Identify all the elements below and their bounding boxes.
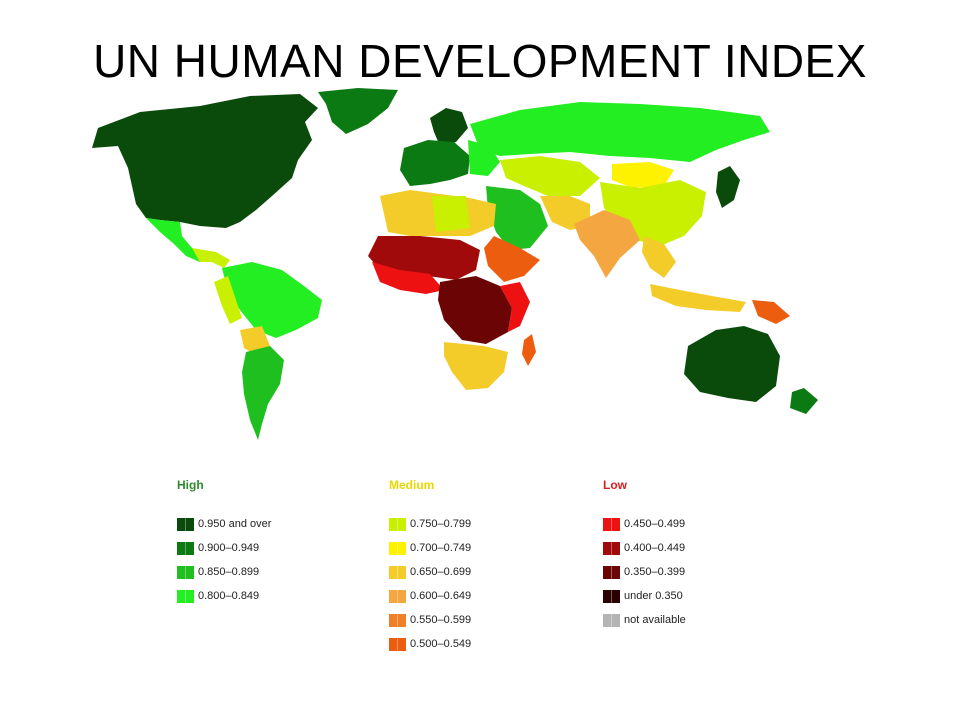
- legend-group-medium: Medium 0.750–0.799 0.700–0.749 0.650–0.6…: [389, 478, 589, 656]
- legend-item-label: 0.500–0.549: [410, 638, 472, 650]
- legend-item: 0.400–0.449: [603, 536, 803, 560]
- legend-item-label: 0.750–0.799: [410, 518, 472, 530]
- legend-item: not available: [603, 608, 803, 632]
- legend-item: 0.650–0.699: [389, 560, 589, 584]
- legend-swatch: [177, 541, 194, 555]
- legend-swatch: [177, 565, 194, 579]
- region-mexico: [146, 218, 206, 262]
- legend-item: 0.450–0.499: [603, 512, 803, 536]
- region-southeast-asia: [642, 236, 676, 278]
- region-russia: [470, 102, 770, 162]
- region-east-africa: [500, 282, 530, 332]
- region-australia: [684, 326, 780, 402]
- region-indonesia: [650, 284, 746, 312]
- legend-item: 0.850–0.899: [177, 560, 377, 584]
- legend-item: under 0.350: [603, 584, 803, 608]
- legend-item-label: 0.450–0.499: [624, 518, 686, 530]
- region-south-america-north: [222, 262, 322, 338]
- legend-heading: Low: [603, 478, 627, 492]
- region-western-europe: [400, 140, 470, 186]
- region-japan: [716, 166, 740, 208]
- legend-item: 0.800–0.849: [177, 584, 377, 608]
- legend-item-label: 0.550–0.599: [410, 614, 472, 626]
- region-horn-of-africa: [484, 236, 540, 282]
- legend-swatch: [389, 637, 406, 651]
- legend-swatch: [389, 517, 406, 531]
- legend-group-low: Low 0.450–0.499 0.400–0.449 0.350–0.399 …: [603, 478, 803, 632]
- legend-item-label: 0.600–0.649: [410, 590, 472, 602]
- legend-item-label: 0.650–0.699: [410, 566, 472, 578]
- legend: High 0.950 and over 0.900–0.949 0.850–0.…: [0, 478, 960, 698]
- legend-swatch: [603, 517, 620, 531]
- legend-swatch: [389, 589, 406, 603]
- region-central-america: [192, 248, 230, 268]
- legend-heading: Medium: [389, 478, 435, 492]
- page-title: UN HUMAN DEVELOPMENT INDEX: [93, 35, 867, 87]
- region-scandinavia: [430, 108, 468, 146]
- region-west-africa-coast: [372, 262, 444, 294]
- region-mongolia: [612, 162, 674, 188]
- region-greenland: [318, 88, 398, 134]
- legend-item: 0.550–0.599: [389, 608, 589, 632]
- legend-item: 0.900–0.949: [177, 536, 377, 560]
- legend-swatch: [603, 613, 620, 627]
- region-southern-cone: [242, 346, 284, 440]
- region-central-africa: [438, 276, 512, 344]
- legend-swatch: [603, 589, 620, 603]
- legend-heading: High: [177, 478, 204, 492]
- legend-item: 0.350–0.399: [603, 560, 803, 584]
- legend-item-label: 0.700–0.749: [410, 542, 472, 554]
- legend-group-high: High 0.950 and over 0.900–0.949 0.850–0.…: [177, 478, 377, 608]
- legend-item: 0.750–0.799: [389, 512, 589, 536]
- region-new-guinea: [752, 300, 790, 324]
- region-andes: [214, 276, 242, 324]
- legend-item-label: 0.800–0.849: [198, 590, 260, 602]
- legend-swatch: [389, 565, 406, 579]
- legend-item: 0.700–0.749: [389, 536, 589, 560]
- legend-item: 0.950 and over: [177, 512, 377, 536]
- region-canada-usa: [92, 94, 318, 228]
- legend-item-label: under 0.350: [624, 590, 683, 602]
- legend-swatch: [603, 541, 620, 555]
- legend-item-label: 0.900–0.949: [198, 542, 260, 554]
- world-map: [92, 88, 818, 440]
- region-new-zealand: [790, 388, 818, 414]
- legend-item-label: 0.350–0.399: [624, 566, 686, 578]
- region-libya: [432, 196, 470, 232]
- region-middle-east: [486, 186, 548, 250]
- legend-swatch: [603, 565, 620, 579]
- region-india: [574, 210, 640, 278]
- legend-item-label: 0.950 and over: [198, 518, 272, 530]
- region-iran-pakistan: [540, 196, 590, 230]
- region-madagascar: [522, 334, 536, 366]
- legend-item-label: not available: [624, 614, 686, 626]
- legend-swatch: [177, 589, 194, 603]
- legend-swatch: [389, 613, 406, 627]
- legend-item-label: 0.850–0.899: [198, 566, 260, 578]
- region-central-asia: [500, 156, 600, 196]
- legend-item-label: 0.400–0.449: [624, 542, 686, 554]
- region-southern-africa: [444, 342, 508, 390]
- legend-swatch: [389, 541, 406, 555]
- legend-swatch: [177, 517, 194, 531]
- legend-item: 0.500–0.549: [389, 632, 589, 656]
- region-eastern-europe: [468, 140, 500, 176]
- legend-item: 0.600–0.649: [389, 584, 589, 608]
